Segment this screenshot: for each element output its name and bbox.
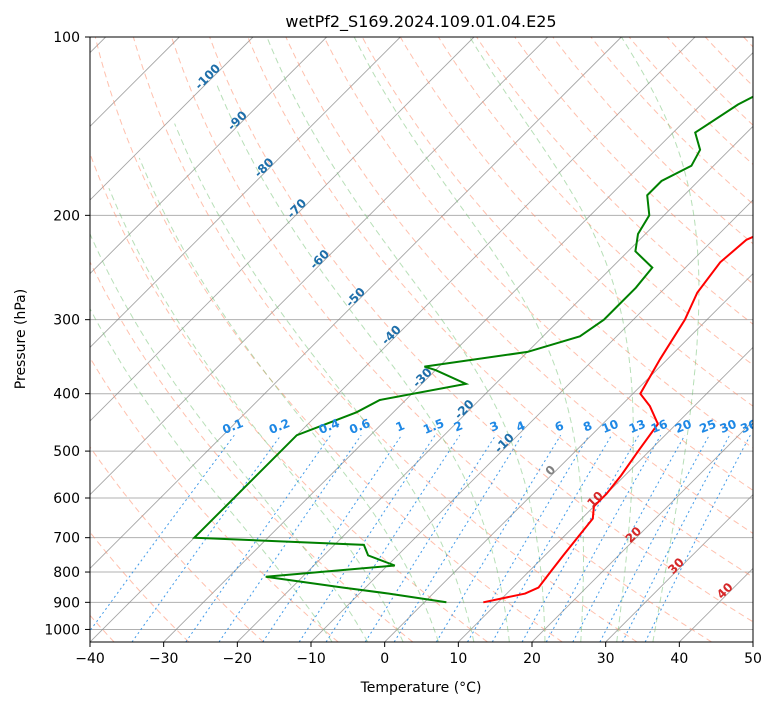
- mixing-ratio-line: [599, 434, 710, 642]
- moist-adiabat-line: [90, 307, 333, 642]
- moist-adiabat-line: [216, 83, 510, 642]
- y-tick-label: 700: [53, 531, 80, 547]
- lines-layer: [191, 95, 753, 604]
- y-tick-label: 600: [53, 491, 80, 507]
- temperature-line: [483, 235, 753, 604]
- mixing-ratio-line: [521, 434, 640, 642]
- dry-adiabat-line: [399, 37, 753, 407]
- mixing-ratio-line: [185, 434, 332, 642]
- mixing-ratio-line: [393, 434, 523, 642]
- mixing-ratio-line: [90, 434, 235, 632]
- moist-adiabat-line: [620, 37, 700, 642]
- x-axis-label: Temperature (°C): [360, 680, 482, 696]
- x-tick-label: −30: [149, 651, 179, 667]
- y-tick-label: 1000: [44, 622, 80, 638]
- x-tick-label: 40: [670, 651, 688, 667]
- dry-adiabat-line: [90, 260, 414, 642]
- isotherm-line: [384, 273, 753, 642]
- x-axis: −40 −30 −20 −10 0 10 20 30 40 50: [75, 642, 762, 667]
- dry-adiabat-line: [285, 37, 753, 534]
- isotherm-line: [237, 125, 753, 642]
- dry-adiabat-line: [552, 37, 753, 245]
- dry-adiabat-line: [94, 37, 563, 642]
- moist-adiabat-line: [108, 188, 404, 642]
- mixing-ratio-label: 25: [697, 417, 718, 436]
- isotherm-line: [90, 37, 548, 496]
- chart-title: wetPf2_S169.2024.109.01.04.E25: [285, 12, 556, 32]
- mixing-ratio-line: [621, 434, 731, 642]
- x-tick-label: −20: [223, 651, 253, 667]
- mixing-ratio-line: [298, 434, 436, 642]
- mixing-ratio-label: 20: [673, 417, 694, 436]
- y-tick-label: 300: [53, 313, 80, 329]
- y-tick-label: 100: [53, 30, 80, 46]
- mixing-ratio-line: [435, 434, 562, 642]
- mixing-ratio-line: [325, 434, 461, 642]
- moist-adiabat-line: [90, 232, 369, 642]
- mixing-ratio-line: [572, 434, 686, 642]
- dry-adiabat-line: [361, 37, 753, 449]
- mixing-ratio-label: 10: [600, 417, 621, 436]
- y-tick-label: 200: [53, 208, 80, 224]
- moist-adiabat-line: [138, 157, 439, 642]
- moist-adiabat-line: [174, 123, 475, 642]
- x-tick-label: 30: [597, 651, 615, 667]
- x-tick-label: 20: [523, 651, 541, 667]
- mixing-ratio-line: [491, 434, 613, 642]
- mixing-ratio-line: [545, 434, 662, 642]
- y-axis-label: Pressure (hPa): [13, 289, 29, 389]
- x-tick-label: −40: [75, 651, 105, 667]
- y-tick-label: 800: [53, 565, 80, 581]
- plot-area: [90, 37, 753, 642]
- grid-layer: [90, 37, 753, 642]
- mixing-ratio-label: 36: [738, 417, 759, 436]
- isotherm-line: [90, 37, 696, 642]
- isotherm-line: [90, 37, 475, 422]
- isotherm-line: [752, 641, 753, 642]
- moist-adiabat-line: [353, 37, 584, 642]
- mixing-ratio-line: [218, 434, 362, 642]
- isotherm-line: [90, 37, 622, 569]
- x-tick-label: −10: [296, 651, 326, 667]
- isotherm-line: [531, 420, 753, 642]
- x-tick-label: 50: [744, 651, 762, 667]
- y-tick-label: 500: [53, 444, 80, 460]
- dewpoint-line: [191, 95, 753, 604]
- y-tick-label: 900: [53, 595, 80, 611]
- dry-adiabat-line: [437, 37, 753, 366]
- dry-adiabat-line: [323, 37, 753, 492]
- moist-adiabat-line: [469, 37, 634, 642]
- dry-adiabat-line: [171, 37, 712, 642]
- mixing-ratio-line: [364, 434, 497, 642]
- dry-adiabat-line: [90, 446, 264, 642]
- isotherm-line: [458, 346, 753, 642]
- x-tick-label: 10: [449, 651, 467, 667]
- x-tick-label: 0: [380, 651, 389, 667]
- plot-frame: [89, 36, 754, 643]
- dry-adiabat-line: [209, 37, 753, 623]
- dry-adiabat-line: [132, 37, 638, 642]
- mixing-ratio-line: [644, 434, 751, 642]
- mixing-ratio-label: 30: [718, 417, 739, 436]
- dry-adiabat-line: [514, 37, 753, 285]
- isotherm-line: [90, 37, 401, 348]
- mixing-ratio-label: 16: [649, 417, 670, 436]
- dry-adiabat-line: [90, 152, 488, 642]
- y-tick-label: 400: [53, 387, 80, 403]
- y-axis: 100 200 300 400 500 600 700 800 900 1000: [44, 30, 90, 638]
- dry-adiabat-line: [247, 37, 753, 578]
- isotherm-line: [90, 37, 327, 275]
- mixing-ratio-label: 13: [627, 417, 648, 436]
- mixing-ratio-line: [131, 434, 282, 642]
- moist-adiabat-line: [266, 37, 546, 642]
- isotherm-line: [605, 494, 753, 642]
- isotherm-line: [90, 37, 254, 201]
